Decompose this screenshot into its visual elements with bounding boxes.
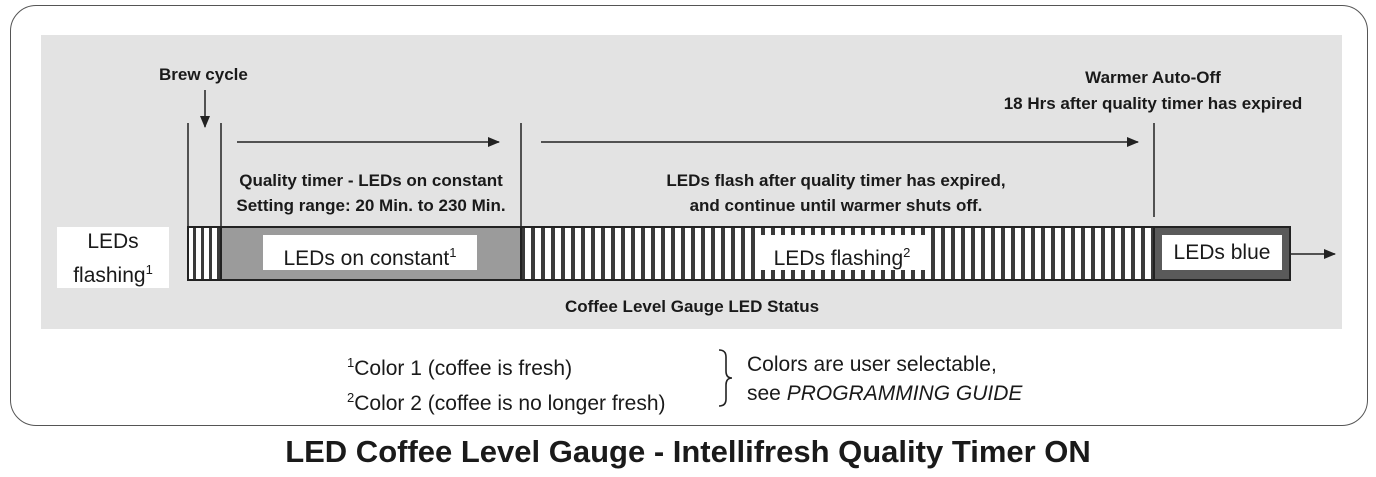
leds-flashing-left-line2: flashing1: [57, 256, 169, 290]
footnote-color1-text: Color 1 (coffee is fresh): [354, 357, 573, 380]
quality-timer-label: Quality timer - LEDs on constant Setting…: [225, 168, 517, 218]
figure-title: LED Coffee Level Gauge - Intellifresh Qu…: [285, 434, 1091, 469]
brew-cycle-label: Brew cycle: [159, 65, 248, 84]
flash-description-line1: LEDs flash after quality timer has expir…: [666, 171, 1006, 190]
footnote-marker: 2: [903, 245, 911, 260]
warmer-auto-off-label: Warmer Auto-Off 18 Hrs after quality tim…: [990, 65, 1316, 117]
footnote-marker: 2: [347, 390, 355, 405]
footnote-color2-text: Color 2 (coffee is no longer fresh): [354, 392, 666, 415]
right-brace-icon: [718, 349, 733, 407]
flash-description-label: LEDs flash after quality timer has expir…: [636, 168, 1036, 218]
quality-timer-line2: Setting range: 20 Min. to 230 Min.: [236, 196, 506, 215]
footnotes: 1Color 1 (coffee is fresh) 2Color 2 (cof…: [347, 348, 666, 418]
programming-guide-reference: PROGRAMMING GUIDE: [786, 382, 1023, 405]
footnote-marker: 1: [449, 245, 457, 260]
footnote-color2: 2Color 2 (coffee is no longer fresh): [347, 383, 666, 418]
leds-flashing-left-line1: LEDs: [87, 230, 139, 253]
leds-flashing-text: LEDs flashing: [773, 247, 904, 270]
warmer-auto-off-line2: 18 Hrs after quality timer has expired: [1003, 94, 1303, 113]
colors-selectable-line2: see PROGRAMMING GUIDE: [747, 379, 1022, 408]
colors-selectable-line1: Colors are user selectable,: [747, 353, 997, 376]
gauge-caption: Coffee Level Gauge LED Status: [564, 297, 820, 316]
leds-flashing-left-text: flashing: [73, 264, 146, 287]
quality-timer-line1: Quality timer - LEDs on constant: [239, 171, 503, 190]
leds-blue-text: LEDs blue: [1173, 241, 1271, 264]
leds-flashing-left-label: LEDs flashing1: [57, 227, 169, 288]
see-text: see: [747, 382, 787, 405]
colors-selectable-note: Colors are user selectable, see PROGRAMM…: [747, 350, 1022, 408]
leds-on-constant-text: LEDs on constant: [283, 247, 450, 270]
leds-blue-label: LEDs blue: [1162, 235, 1282, 270]
leds-on-constant-label: LEDs on constant1: [263, 235, 477, 270]
warmer-auto-off-line1: Warmer Auto-Off: [1085, 68, 1221, 87]
segment-brew-flashing: [188, 227, 221, 280]
leds-flashing-label: LEDs flashing2: [757, 235, 927, 270]
footnote-color1: 1Color 1 (coffee is fresh): [347, 348, 666, 383]
footnote-marker: 1: [145, 262, 153, 277]
flash-description-line2: and continue until warmer shuts off.: [689, 196, 983, 215]
footnote-marker: 1: [347, 355, 355, 370]
